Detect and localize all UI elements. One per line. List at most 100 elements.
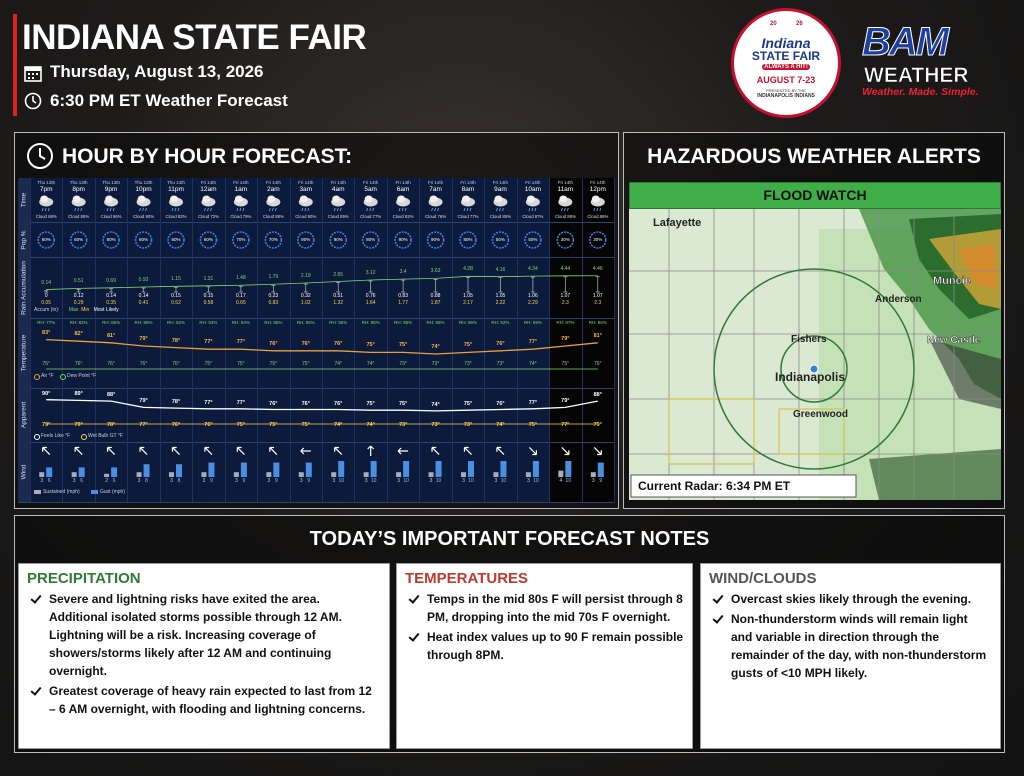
gust-bar [403, 461, 410, 477]
rain-lower: 2.3 [561, 300, 569, 306]
rain-range [271, 284, 276, 293]
rain-middle: 1.07 [592, 293, 603, 299]
pop: 30% [560, 237, 570, 242]
clock-icon [24, 92, 42, 110]
gust: 10 [468, 478, 474, 484]
rain-range [206, 286, 211, 293]
rh: RH: 85% [588, 320, 607, 325]
place-label: New Castle [927, 335, 981, 346]
cloud-cover: Cloud 80% [133, 214, 155, 219]
rain-middle: 0.14 [138, 293, 149, 299]
sustained: 4 [559, 478, 563, 484]
time-day: Thu 13th [102, 180, 120, 185]
time-day: Fri 14th [395, 180, 411, 185]
pop-ring [69, 231, 88, 249]
cloud-icon [234, 195, 243, 203]
rain-upper: 1.48 [236, 275, 246, 282]
rain-lower: 1.87 [430, 300, 441, 306]
row-label-bg [18, 178, 30, 222]
rain-middle: 1.06 [528, 293, 538, 299]
rain-drops [496, 207, 504, 212]
arrow [106, 446, 116, 455]
legend-swatch [34, 374, 40, 380]
gust: 9 [599, 478, 603, 484]
rain-upper: 2.65 [333, 271, 344, 278]
arrow [139, 446, 148, 455]
rh: RH: 93% [199, 320, 218, 325]
column-separator [614, 178, 615, 502]
air-temp: 81° [106, 332, 116, 339]
gust-bar [565, 461, 572, 477]
gust: 6 [112, 478, 116, 484]
air-temp: 75° [398, 342, 408, 349]
legend-label: Air °F [41, 373, 54, 379]
wbgt: 73° [431, 422, 440, 428]
dew-point: 75° [237, 361, 245, 367]
legend-swatch [81, 434, 87, 440]
column-separator [127, 178, 129, 502]
cloud-cover: Cloud 76% [425, 214, 447, 219]
pop: 60% [139, 237, 149, 242]
column-separator [94, 178, 96, 502]
dew-point: 73° [464, 361, 472, 367]
cloud-icon [105, 195, 114, 203]
cloud-cover: Cloud 88% [554, 214, 576, 219]
dew-point: 76° [593, 361, 602, 367]
rain-upper: 1.15 [171, 276, 181, 283]
radar-site [809, 364, 819, 374]
rh: RH: 82% [69, 320, 88, 325]
logo-dates: AUGUST 7-23 [756, 75, 816, 85]
rain-drops [74, 207, 83, 212]
pop-ring [361, 231, 380, 249]
note-bullet: Heat index values up to 90 F remain poss… [405, 628, 684, 664]
time-hour: 3am [299, 186, 313, 193]
rain-range [174, 286, 178, 293]
rain-range [563, 276, 568, 293]
wbgt: 75° [269, 422, 278, 428]
rain-range [498, 277, 503, 293]
gust-bar [305, 462, 312, 477]
legend-swatch [91, 490, 98, 494]
sustained: 3 [591, 478, 595, 484]
gust: 10 [565, 478, 572, 484]
note-box: TEMPERATURES Temps in the mid 80s F will … [396, 563, 693, 749]
check-icon [408, 630, 420, 642]
cloud-icon [72, 195, 81, 203]
sustained-bar [590, 472, 596, 477]
feels-like: 77° [204, 399, 213, 406]
note-bullet: Overcast skies likely through the evenin… [709, 590, 992, 608]
pop: 60% [106, 237, 116, 242]
pop-ring [394, 231, 412, 249]
subtitle: 6:30 PM ET Weather Forecast [50, 91, 288, 110]
gust-bar [435, 461, 442, 477]
rain-range [336, 282, 341, 293]
time-day: Fri 14th [427, 180, 444, 185]
wind-arrow [139, 446, 148, 455]
feels-like: 78° [171, 399, 181, 406]
legend-label: Wet Bulb GT °F [88, 433, 123, 439]
legend-label: Min [81, 307, 90, 313]
feels-like: 75° [463, 401, 473, 408]
wbgt: 78° [106, 422, 116, 428]
dew-point: 76° [107, 361, 115, 367]
cloud-cover: Cloud 90% [295, 214, 317, 219]
pop: 90% [431, 237, 441, 242]
feels-line [46, 399, 598, 412]
dew-point: 76° [74, 361, 83, 367]
arrow [367, 445, 375, 456]
air-temp: 79° [561, 336, 570, 342]
feels-like: 79° [139, 398, 148, 405]
rh: RH: 96% [458, 320, 478, 325]
pop-ring [167, 231, 185, 249]
column-separator [484, 178, 486, 502]
gust: 9 [210, 478, 213, 484]
wind-arrow [593, 447, 602, 456]
gust: 10 [403, 478, 409, 484]
column-separator [192, 178, 194, 502]
bullet-text: Temps in the mid 80s F will persist thro… [427, 592, 683, 624]
sustained-bar [363, 472, 369, 477]
pop-ring [296, 231, 315, 249]
sustained-bar [525, 472, 531, 477]
sustained: 3 [462, 478, 465, 484]
radar-time: Current Radar: 6:34 PM ET [638, 479, 791, 493]
